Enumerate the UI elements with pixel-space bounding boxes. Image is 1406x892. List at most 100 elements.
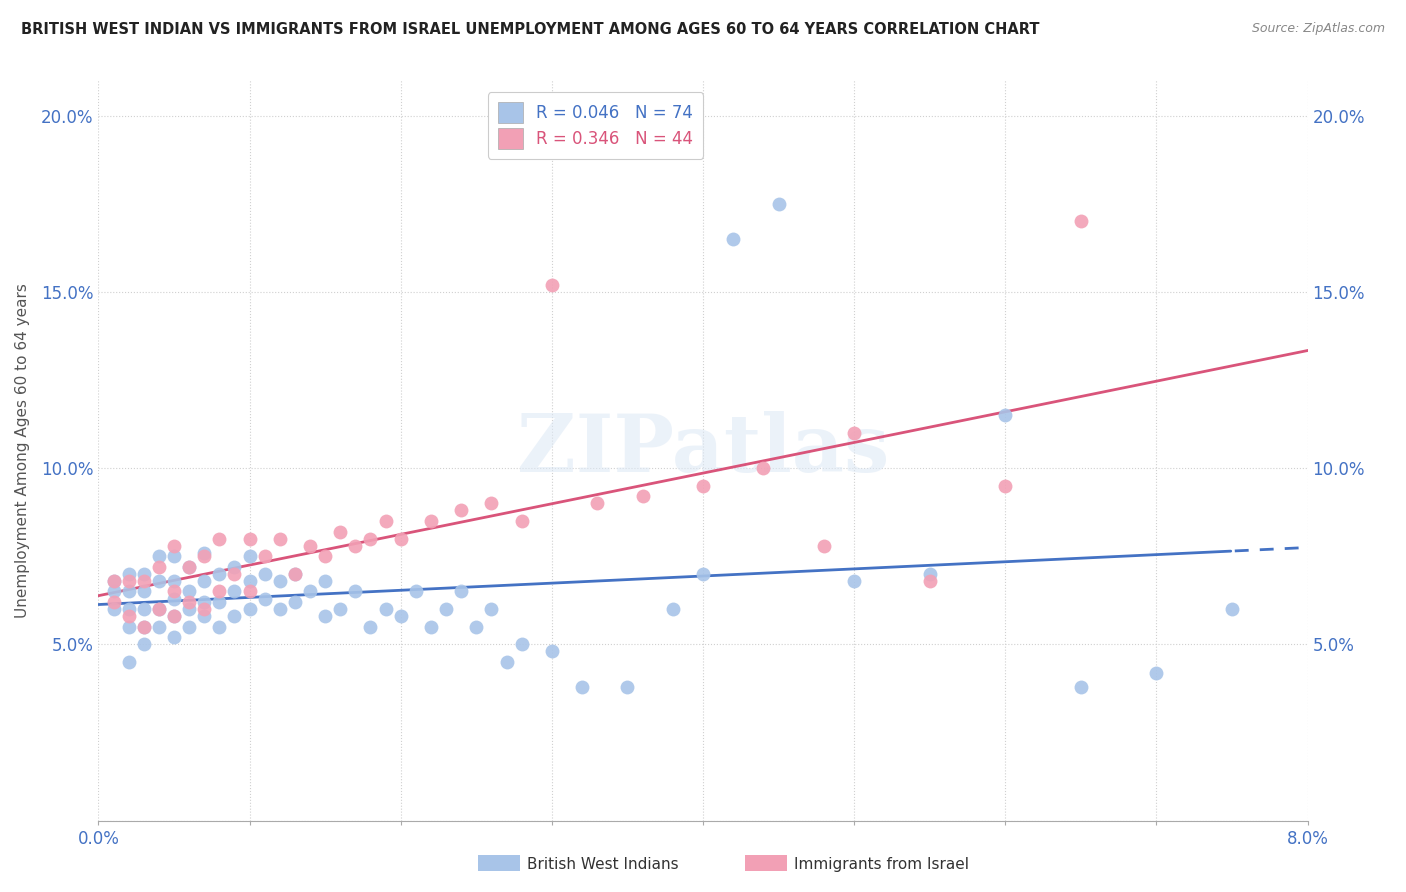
Point: [616, 680, 638, 694]
Point: [1220, 602, 1243, 616]
Point: [239, 584, 262, 599]
Point: [269, 602, 291, 616]
Point: [179, 620, 201, 634]
Point: [224, 566, 246, 581]
Point: [661, 602, 683, 616]
Point: [389, 609, 412, 624]
Point: [434, 602, 457, 616]
Point: [752, 461, 775, 475]
Point: [284, 595, 307, 609]
Point: [132, 584, 155, 599]
Y-axis label: Unemployment Among Ages 60 to 64 years: Unemployment Among Ages 60 to 64 years: [15, 283, 30, 618]
Point: [420, 620, 443, 634]
Point: [163, 609, 186, 624]
Text: Immigrants from Israel: Immigrants from Israel: [794, 857, 969, 871]
Point: [118, 609, 141, 624]
Point: [329, 602, 352, 616]
Point: [540, 644, 562, 658]
Point: [193, 549, 215, 564]
Point: [239, 602, 262, 616]
Point: [571, 680, 593, 694]
Point: [148, 574, 170, 588]
Point: [163, 609, 186, 624]
Point: [314, 549, 336, 564]
Point: [179, 559, 201, 574]
Point: [540, 277, 562, 292]
Point: [253, 566, 276, 581]
Point: [723, 232, 745, 246]
Point: [132, 574, 155, 588]
Point: [179, 595, 201, 609]
Point: [163, 630, 186, 644]
Point: [420, 514, 443, 528]
Point: [299, 584, 322, 599]
Point: [224, 559, 246, 574]
Point: [132, 620, 155, 634]
Point: [1070, 680, 1092, 694]
Point: [1070, 214, 1092, 228]
Point: [1146, 665, 1168, 680]
Point: [631, 489, 654, 503]
Point: [481, 602, 503, 616]
Point: [344, 584, 367, 599]
Point: [495, 655, 517, 669]
Point: [239, 532, 262, 546]
Point: [118, 620, 141, 634]
Point: [148, 620, 170, 634]
Point: [163, 591, 186, 606]
Point: [405, 584, 427, 599]
Text: British West Indians: British West Indians: [527, 857, 679, 871]
Point: [132, 602, 155, 616]
Point: [193, 602, 215, 616]
Point: [253, 549, 276, 564]
Point: [918, 566, 941, 581]
Point: [450, 584, 472, 599]
Point: [284, 566, 307, 581]
Point: [994, 408, 1017, 422]
Point: [239, 549, 262, 564]
Point: [208, 584, 231, 599]
Point: [510, 514, 533, 528]
Text: ZIPatlas: ZIPatlas: [517, 411, 889, 490]
Point: [389, 532, 412, 546]
Point: [224, 584, 246, 599]
Point: [193, 595, 215, 609]
Point: [132, 566, 155, 581]
Point: [103, 602, 125, 616]
Point: [193, 574, 215, 588]
Point: [768, 196, 790, 211]
Point: [118, 655, 141, 669]
Point: [692, 479, 714, 493]
Point: [208, 532, 231, 546]
Point: [692, 566, 714, 581]
Point: [163, 539, 186, 553]
Text: Source: ZipAtlas.com: Source: ZipAtlas.com: [1251, 22, 1385, 36]
Point: [374, 514, 396, 528]
Point: [163, 549, 186, 564]
Legend: R = 0.046   N = 74, R = 0.346   N = 44: R = 0.046 N = 74, R = 0.346 N = 44: [488, 92, 703, 159]
Point: [132, 637, 155, 651]
Point: [269, 532, 291, 546]
Point: [450, 503, 472, 517]
Point: [163, 584, 186, 599]
Point: [148, 549, 170, 564]
Point: [510, 637, 533, 651]
Point: [844, 574, 866, 588]
Point: [344, 539, 367, 553]
Point: [179, 584, 201, 599]
Point: [148, 602, 170, 616]
Point: [103, 574, 125, 588]
Point: [118, 584, 141, 599]
Point: [481, 496, 503, 510]
Point: [118, 566, 141, 581]
Point: [299, 539, 322, 553]
Point: [918, 574, 941, 588]
Point: [208, 595, 231, 609]
Point: [118, 574, 141, 588]
Point: [118, 602, 141, 616]
Text: BRITISH WEST INDIAN VS IMMIGRANTS FROM ISRAEL UNEMPLOYMENT AMONG AGES 60 TO 64 Y: BRITISH WEST INDIAN VS IMMIGRANTS FROM I…: [21, 22, 1039, 37]
Point: [374, 602, 396, 616]
Point: [994, 479, 1017, 493]
Point: [465, 620, 488, 634]
Point: [360, 532, 382, 546]
